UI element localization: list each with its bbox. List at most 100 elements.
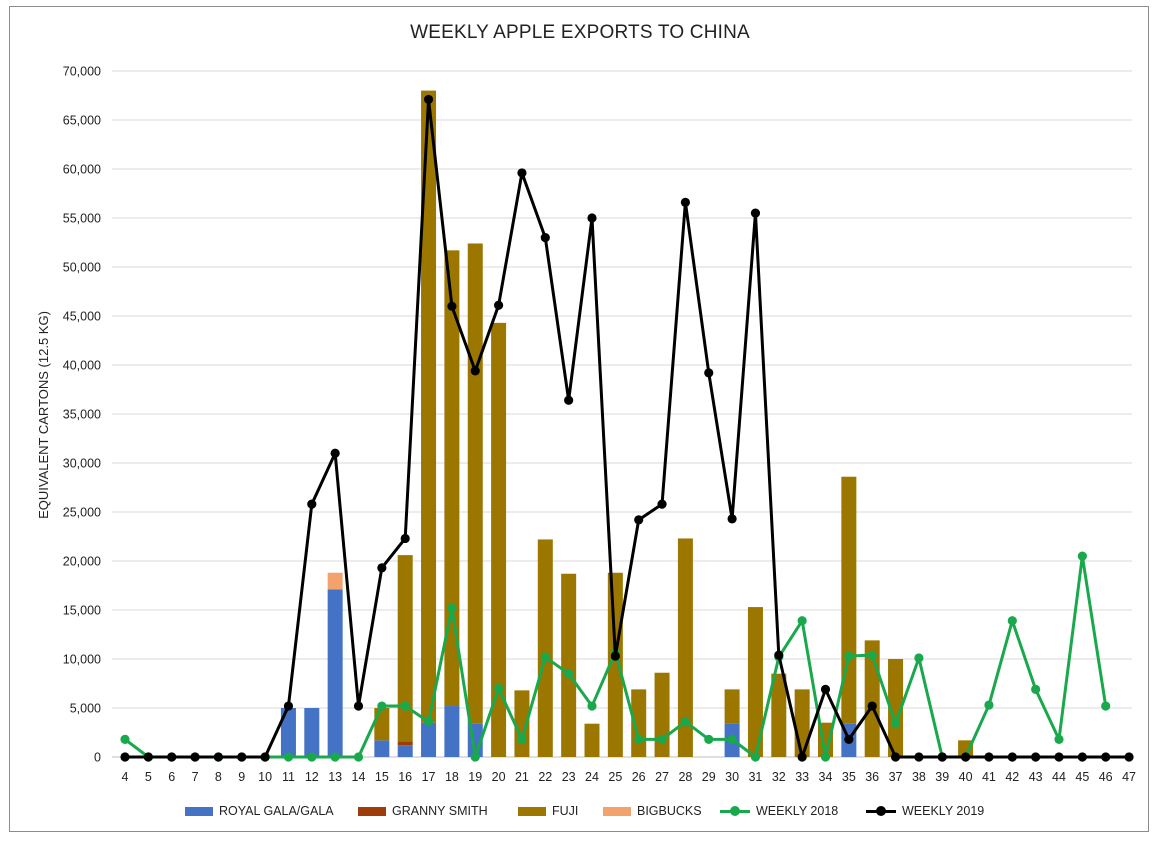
x-tick-label: 8 [215,770,222,784]
bar-royal-gala-gala-week-15 [374,740,390,757]
chart-frame [9,6,1149,832]
point-weekly-2019-week-12 [307,499,317,509]
point-weekly-2019-week-46 [1101,752,1111,762]
point-weekly-2018-week-16 [400,701,410,711]
y-tick-label: 55,000 [63,212,101,226]
point-weekly-2019-week-9 [237,752,247,762]
point-weekly-2018-week-26 [634,734,644,744]
point-weekly-2019-week-20 [494,300,504,310]
point-weekly-2019-week-16 [400,533,410,544]
x-tick-label: 11 [282,770,295,784]
x-tick-label: 42 [1005,770,1019,784]
point-weekly-2018-week-46 [1101,701,1111,711]
point-weekly-2019-week-8 [213,752,223,762]
bar-bigbucks-week-13 [327,572,343,590]
bar-granny-smith-week-16 [397,741,413,746]
legend-label: WEEKLY 2019 [902,804,985,818]
y-tick-label: 40,000 [63,359,101,373]
point-weekly-2018-week-27 [657,734,667,744]
bar-royal-gala-gala-week-11 [280,708,296,757]
legend-label: WEEKLY 2018 [756,804,839,818]
x-tick-label: 5 [145,770,152,784]
chart-title: WEEKLY APPLE EXPORTS TO CHINA [410,22,750,43]
point-weekly-2019-week-26 [634,515,644,525]
x-tick-label: 38 [912,770,926,784]
point-weekly-2019-week-44 [1054,752,1064,762]
bar-fuji-week-18 [444,250,460,707]
bar-fuji-week-32 [771,673,787,757]
y-tick-label: 0 [94,751,101,765]
point-weekly-2019-week-22 [540,233,550,243]
point-weekly-2018-week-13 [330,752,340,762]
x-tick-label: 39 [935,770,949,784]
point-weekly-2019-week-36 [867,701,877,711]
point-weekly-2019-week-43 [1031,752,1041,762]
point-weekly-2018-week-34 [820,752,831,762]
point-weekly-2019-week-41 [984,752,994,762]
legend-swatch [185,806,213,816]
x-tick-label: 43 [1029,770,1043,784]
x-tick-label: 22 [538,770,552,784]
point-weekly-2019-week-33 [797,752,807,762]
bar-fuji-week-22 [537,539,553,757]
point-weekly-2018-week-4 [120,734,130,744]
x-tick-label: 9 [238,770,245,784]
y-tick-label: 45,000 [63,310,101,324]
point-weekly-2019-week-30 [727,514,737,524]
point-weekly-2018-week-35 [844,651,854,661]
bar-fuji-week-28 [677,538,693,757]
bar-fuji-week-19 [467,243,483,724]
x-tick-label: 35 [842,770,856,784]
point-weekly-2018-week-18 [447,603,457,613]
point-weekly-2018-week-44 [1054,734,1064,744]
x-tick-label: 10 [258,770,272,784]
bar-royal-gala-gala-week-13 [327,589,343,757]
point-weekly-2019-week-37 [890,752,901,762]
point-weekly-2019-week-35 [844,734,854,744]
legend-item-weekly-2019: WEEKLY 2019 [866,802,984,820]
point-weekly-2018-week-17 [423,717,434,727]
point-weekly-2018-week-41 [984,700,994,710]
x-tick-label: 17 [422,770,436,784]
point-weekly-2018-week-31 [750,752,761,762]
point-weekly-2019-week-28 [680,197,691,207]
point-weekly-2019-week-45 [1077,752,1087,762]
legend-item-fuji: FUJI [518,802,578,820]
bar-royal-gala-gala-week-16 [397,745,413,757]
x-tick-label: 21 [515,770,529,784]
point-weekly-2019-week-4 [120,752,130,762]
point-weekly-2019-week-39 [937,752,947,762]
bar-fuji-week-27 [654,672,670,757]
bar-fuji-week-20 [491,322,507,757]
point-weekly-2019-week-32 [774,650,784,660]
bar-fuji-week-17 [421,90,437,723]
legend-line-marker [720,806,750,816]
legend-label: FUJI [552,804,579,818]
gridlines [112,70,1132,758]
y-tick-label: 10,000 [63,653,101,667]
point-weekly-2019-week-13 [330,448,340,458]
y-tick-label: 15,000 [63,604,101,618]
y-axis-label: EQUIVALENT CARTONS (12.5 KG) [36,311,51,519]
point-weekly-2018-week-42 [1007,616,1017,626]
bar-royal-gala-gala-week-12 [304,708,320,757]
point-weekly-2019-week-24 [587,213,597,223]
x-tick-label: 45 [1075,770,1089,784]
point-weekly-2018-week-36 [867,650,877,660]
bar-fuji-week-40 [958,740,974,757]
point-weekly-2019-week-14 [353,701,364,711]
x-tick-label: 19 [468,770,482,784]
point-weekly-2019-week-27 [657,499,667,509]
legend-swatch [603,806,631,816]
x-tick-label: 30 [725,770,739,784]
point-weekly-2019-week-7 [190,752,200,762]
x-tick-label: 33 [795,770,809,784]
bar-fuji-week-30 [724,689,740,724]
x-tick-label: 47 [1122,770,1136,784]
y-tick-labels: 0 5,000 10,000 15,000 20,000 25,000 30,000 35,0… [63,65,101,765]
point-weekly-2018-week-11 [283,752,294,762]
legend: ROYAL GALA/GALA GRANNY SMITH FUJI BIGBUCKS W… [0,802,1160,822]
bar-fuji-week-25 [607,572,623,757]
y-tick-label: 50,000 [63,261,101,275]
